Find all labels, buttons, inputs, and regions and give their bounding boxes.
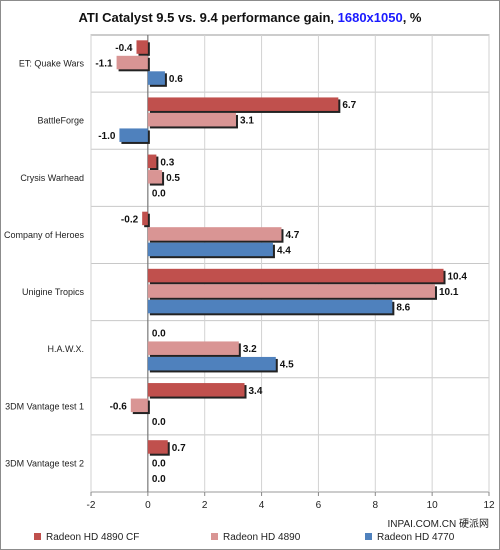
data-label: 8.6 — [396, 303, 410, 314]
category-label: 3DM Vantage test 2 — [5, 458, 84, 468]
legend-label: Radeon HD 4890 CF — [46, 532, 139, 543]
title-main: ATI Catalyst 9.5 vs. 9.4 performance gai… — [78, 10, 338, 25]
data-label: 10.4 — [448, 272, 468, 283]
category-label: H.A.W.X. — [47, 344, 84, 354]
title-suffix: , % — [402, 10, 422, 25]
bar — [147, 154, 157, 169]
data-label: 3.1 — [240, 116, 254, 127]
data-label: 0.0 — [152, 417, 166, 428]
data-labels: -0.4-1.10.66.73.1-1.00.30.50.0-0.24.74.4… — [95, 43, 467, 485]
data-label: 4.5 — [280, 360, 294, 371]
data-label: 0.6 — [169, 74, 183, 85]
data-label: -1.1 — [95, 59, 113, 70]
data-label: 0.0 — [152, 329, 166, 340]
category-label: 3DM Vantage test 1 — [5, 401, 84, 411]
x-tick-labels: -2 0 2 4 6 8 10 12 — [87, 500, 495, 511]
data-label: 3.4 — [249, 386, 263, 397]
bar — [147, 112, 236, 127]
legend-swatch — [34, 533, 41, 540]
category-label: Crysis Warhead — [20, 173, 84, 183]
bar — [147, 97, 339, 111]
category-label: Company of Heroes — [4, 230, 85, 240]
data-label: 3.2 — [243, 344, 257, 355]
x-tick-label: 0 — [145, 500, 151, 511]
legend-swatch — [211, 533, 218, 540]
bar — [130, 398, 148, 413]
bar — [147, 341, 239, 355]
data-label: -0.4 — [115, 43, 133, 54]
data-label: -0.6 — [110, 401, 128, 412]
data-label: 0.7 — [172, 443, 186, 454]
data-label: 0.0 — [152, 474, 166, 485]
data-label: 0.5 — [166, 173, 180, 184]
legend-swatch — [365, 533, 372, 540]
category-label: Unigine Tropics — [22, 287, 85, 297]
bar — [119, 128, 148, 142]
grid — [90, 34, 490, 496]
x-tick-label: 2 — [202, 500, 208, 511]
bars — [116, 40, 446, 456]
legend: Radeon HD 4890 CF Radeon HD 4890 Radeon HD… — [34, 532, 455, 543]
data-label: 4.4 — [277, 245, 291, 256]
data-label: 10.1 — [439, 287, 459, 298]
data-label: 4.7 — [285, 230, 299, 241]
bar — [147, 170, 163, 184]
category-label: BattleForge — [37, 116, 84, 126]
title-resolution: 1680x1050 — [337, 10, 403, 25]
bar — [136, 40, 148, 54]
bar — [147, 440, 168, 454]
bar — [147, 383, 245, 397]
bar — [147, 356, 276, 371]
bar — [147, 71, 165, 85]
data-label: 0.0 — [152, 458, 166, 469]
x-tick-label: -2 — [87, 500, 96, 511]
bar — [116, 55, 148, 70]
data-label: 0.3 — [160, 157, 174, 168]
x-tick-label: 8 — [373, 500, 379, 511]
bar — [147, 299, 393, 314]
x-tick-label: 6 — [316, 500, 322, 511]
chart-title: ATI Catalyst 9.5 vs. 9.4 performance gai… — [0, 10, 500, 25]
x-tick-label: 4 — [259, 500, 265, 511]
watermark: INPAI.COM.CN 硬派网 — [388, 518, 489, 530]
x-tick-label: 10 — [427, 500, 439, 511]
data-label: -1.0 — [98, 131, 116, 142]
bar — [142, 211, 148, 226]
data-label: 6.7 — [342, 100, 356, 111]
bar — [147, 268, 444, 283]
bar — [147, 284, 435, 298]
data-label: -0.2 — [121, 214, 139, 225]
bar — [147, 242, 273, 257]
bar — [147, 227, 282, 241]
legend-label: Radeon HD 4770 — [377, 532, 455, 543]
legend-label: Radeon HD 4890 — [223, 532, 301, 543]
category-labels: ET: Quake Wars BattleForge Crysis Warhead C… — [4, 59, 85, 469]
data-label: 0.0 — [152, 188, 166, 199]
category-label: ET: Quake Wars — [19, 59, 85, 69]
x-tick-label: 12 — [483, 500, 495, 511]
